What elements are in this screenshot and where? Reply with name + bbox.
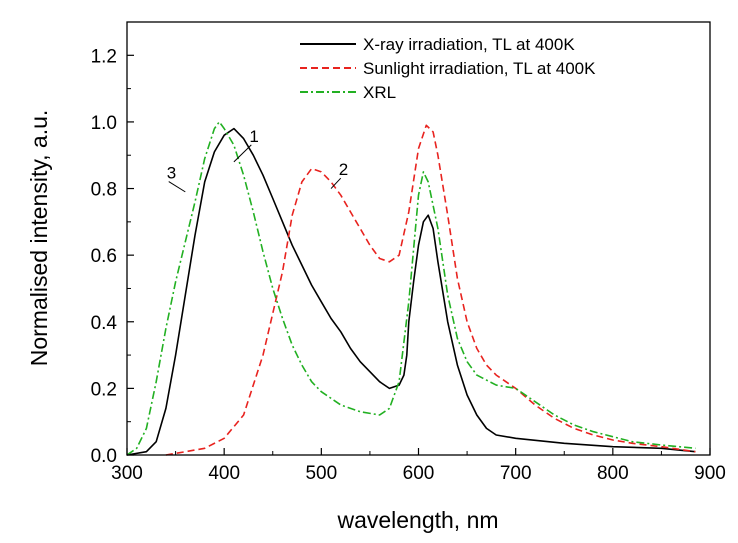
annotation-leader-2 xyxy=(330,177,342,189)
annotation-leader-3 xyxy=(168,181,186,193)
y-tick-label: 0.6 xyxy=(91,246,117,267)
x-tick-label: 900 xyxy=(694,463,726,484)
y-tick-label: 0.4 xyxy=(91,313,118,334)
x-tick-label: 800 xyxy=(597,463,629,484)
y-tick-label: 0.2 xyxy=(91,379,117,400)
legend-label-2: Sunlight irradiation, TL at 400K xyxy=(363,59,596,78)
annotation-label-2: 2 xyxy=(339,160,348,179)
series-line-2 xyxy=(165,124,696,456)
annotation-layer: 1 2 3 xyxy=(167,127,348,193)
legend-label-1: X-ray irradiation, TL at 400K xyxy=(363,35,575,54)
y-tick-label: 1.2 xyxy=(91,46,117,67)
series-line-3 xyxy=(126,121,696,456)
series-line-1 xyxy=(126,127,696,456)
x-tick-label: 700 xyxy=(500,463,532,484)
annotation-label-1: 1 xyxy=(249,127,258,146)
x-axis-title: wavelength, nm xyxy=(336,507,498,533)
annotation-label-3: 3 xyxy=(167,164,176,183)
x-tick-label: 400 xyxy=(208,463,240,484)
legend: X-ray irradiation, TL at 400K Sunlight ir… xyxy=(300,35,596,102)
legend-label-3: XRL xyxy=(363,83,396,102)
x-tick-label: 600 xyxy=(403,463,435,484)
y-tick-label: 0.8 xyxy=(91,180,117,201)
y-tick-label: 1.0 xyxy=(91,113,117,134)
series-layer xyxy=(126,121,696,456)
tick-layer: 300 400 500 600 700 800 900 0.0 0.2 0.4 0.6 0.8 1.0 1… xyxy=(91,21,726,484)
x-tick-label: 300 xyxy=(111,463,143,484)
y-axis-title: Normalised intensity, a.u. xyxy=(26,110,52,367)
x-tick-label: 500 xyxy=(305,463,337,484)
annotation-leader-1 xyxy=(233,144,252,163)
y-tick-label: 0.0 xyxy=(91,446,117,467)
